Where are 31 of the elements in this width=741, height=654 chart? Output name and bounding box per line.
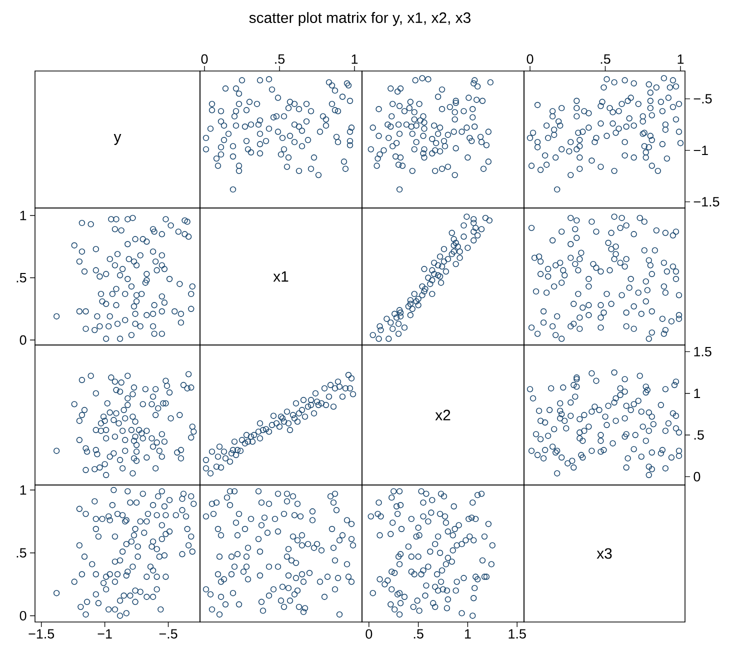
x-tick-label: 0 — [526, 54, 534, 64]
y-tick-label: .5 — [694, 430, 704, 440]
x-tick-label: 1 — [678, 54, 684, 64]
x-tick-label: −1 — [98, 629, 112, 638]
text: x3 — [596, 548, 612, 559]
y-tick-label: −1 — [694, 146, 708, 155]
y-tick-label: 1 — [694, 388, 700, 398]
y-tick-label: .5 — [16, 273, 26, 282]
x-tick-label: 1.5 — [508, 629, 526, 639]
y-tick-label: 0 — [20, 610, 26, 620]
y-tick-label: 1.5 — [694, 346, 712, 356]
y-tick-label: .5 — [16, 548, 26, 558]
text: x2 — [435, 410, 450, 420]
x-tick-label: 1 — [464, 629, 471, 638]
text: y — [114, 134, 122, 145]
x-tick-label: .5 — [414, 629, 424, 639]
x-tick-label: −1.5 — [28, 629, 54, 639]
text: scatter plot matrix for y, x1, x2, x3 — [249, 12, 470, 26]
x-tick-label: 0 — [201, 54, 208, 64]
text: x1 — [273, 271, 288, 282]
x-tick-label: −.5 — [159, 629, 178, 639]
y-tick-label: 0 — [694, 472, 700, 482]
y-tick-label: 1 — [20, 485, 26, 495]
x-tick-label: .5 — [275, 54, 285, 64]
y-tick-label: −.5 — [694, 94, 712, 104]
y-tick-label: 0 — [20, 335, 26, 345]
x-tick-label: .5 — [600, 54, 610, 64]
y-tick-label: 1 — [20, 210, 26, 220]
x-tick-label: 1 — [352, 54, 358, 64]
y-tick-label: −1.5 — [694, 197, 720, 207]
x-tick-label: 0 — [366, 629, 372, 639]
